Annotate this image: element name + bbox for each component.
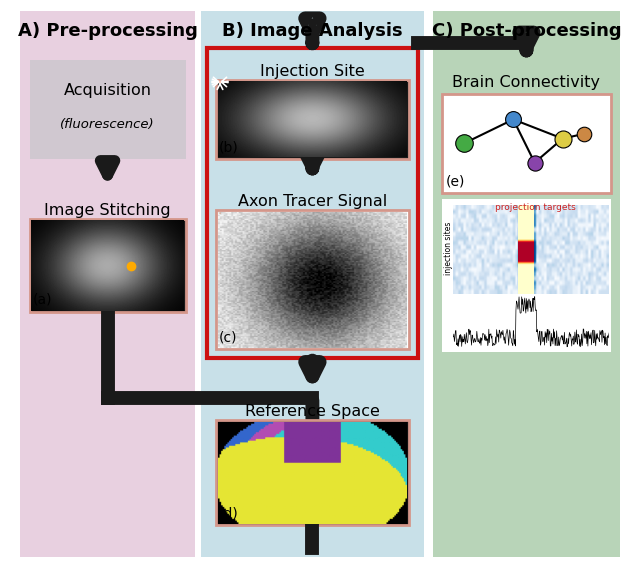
FancyBboxPatch shape xyxy=(433,11,620,557)
Text: Image Stitching: Image Stitching xyxy=(44,203,171,218)
Text: Axon Tracer Signal: Axon Tracer Signal xyxy=(238,194,387,209)
Text: (e): (e) xyxy=(445,174,465,189)
Text: Brain Connectivity: Brain Connectivity xyxy=(452,75,600,90)
FancyBboxPatch shape xyxy=(216,210,409,349)
Text: B) Image Analysis: B) Image Analysis xyxy=(222,22,403,40)
FancyBboxPatch shape xyxy=(442,199,611,352)
FancyBboxPatch shape xyxy=(216,420,409,525)
Text: Reference Space: Reference Space xyxy=(245,404,380,419)
FancyBboxPatch shape xyxy=(29,219,186,312)
Text: (b): (b) xyxy=(219,140,239,154)
FancyBboxPatch shape xyxy=(201,11,424,557)
Text: Injection Site: Injection Site xyxy=(260,64,365,78)
Text: A) Pre-processing: A) Pre-processing xyxy=(18,22,198,40)
Text: (c): (c) xyxy=(219,331,237,345)
FancyBboxPatch shape xyxy=(442,94,611,193)
FancyBboxPatch shape xyxy=(207,48,418,358)
Text: (fluorescence): (fluorescence) xyxy=(60,119,155,131)
FancyBboxPatch shape xyxy=(20,11,195,557)
FancyBboxPatch shape xyxy=(216,80,409,159)
Text: C) Post-processing: C) Post-processing xyxy=(431,22,621,40)
Text: projection targets: projection targets xyxy=(495,203,576,212)
Text: (a): (a) xyxy=(33,293,52,307)
Text: injection sites: injection sites xyxy=(444,221,453,274)
Text: (d): (d) xyxy=(219,507,239,521)
FancyBboxPatch shape xyxy=(29,60,186,159)
Text: Acquisition: Acquisition xyxy=(63,83,152,98)
